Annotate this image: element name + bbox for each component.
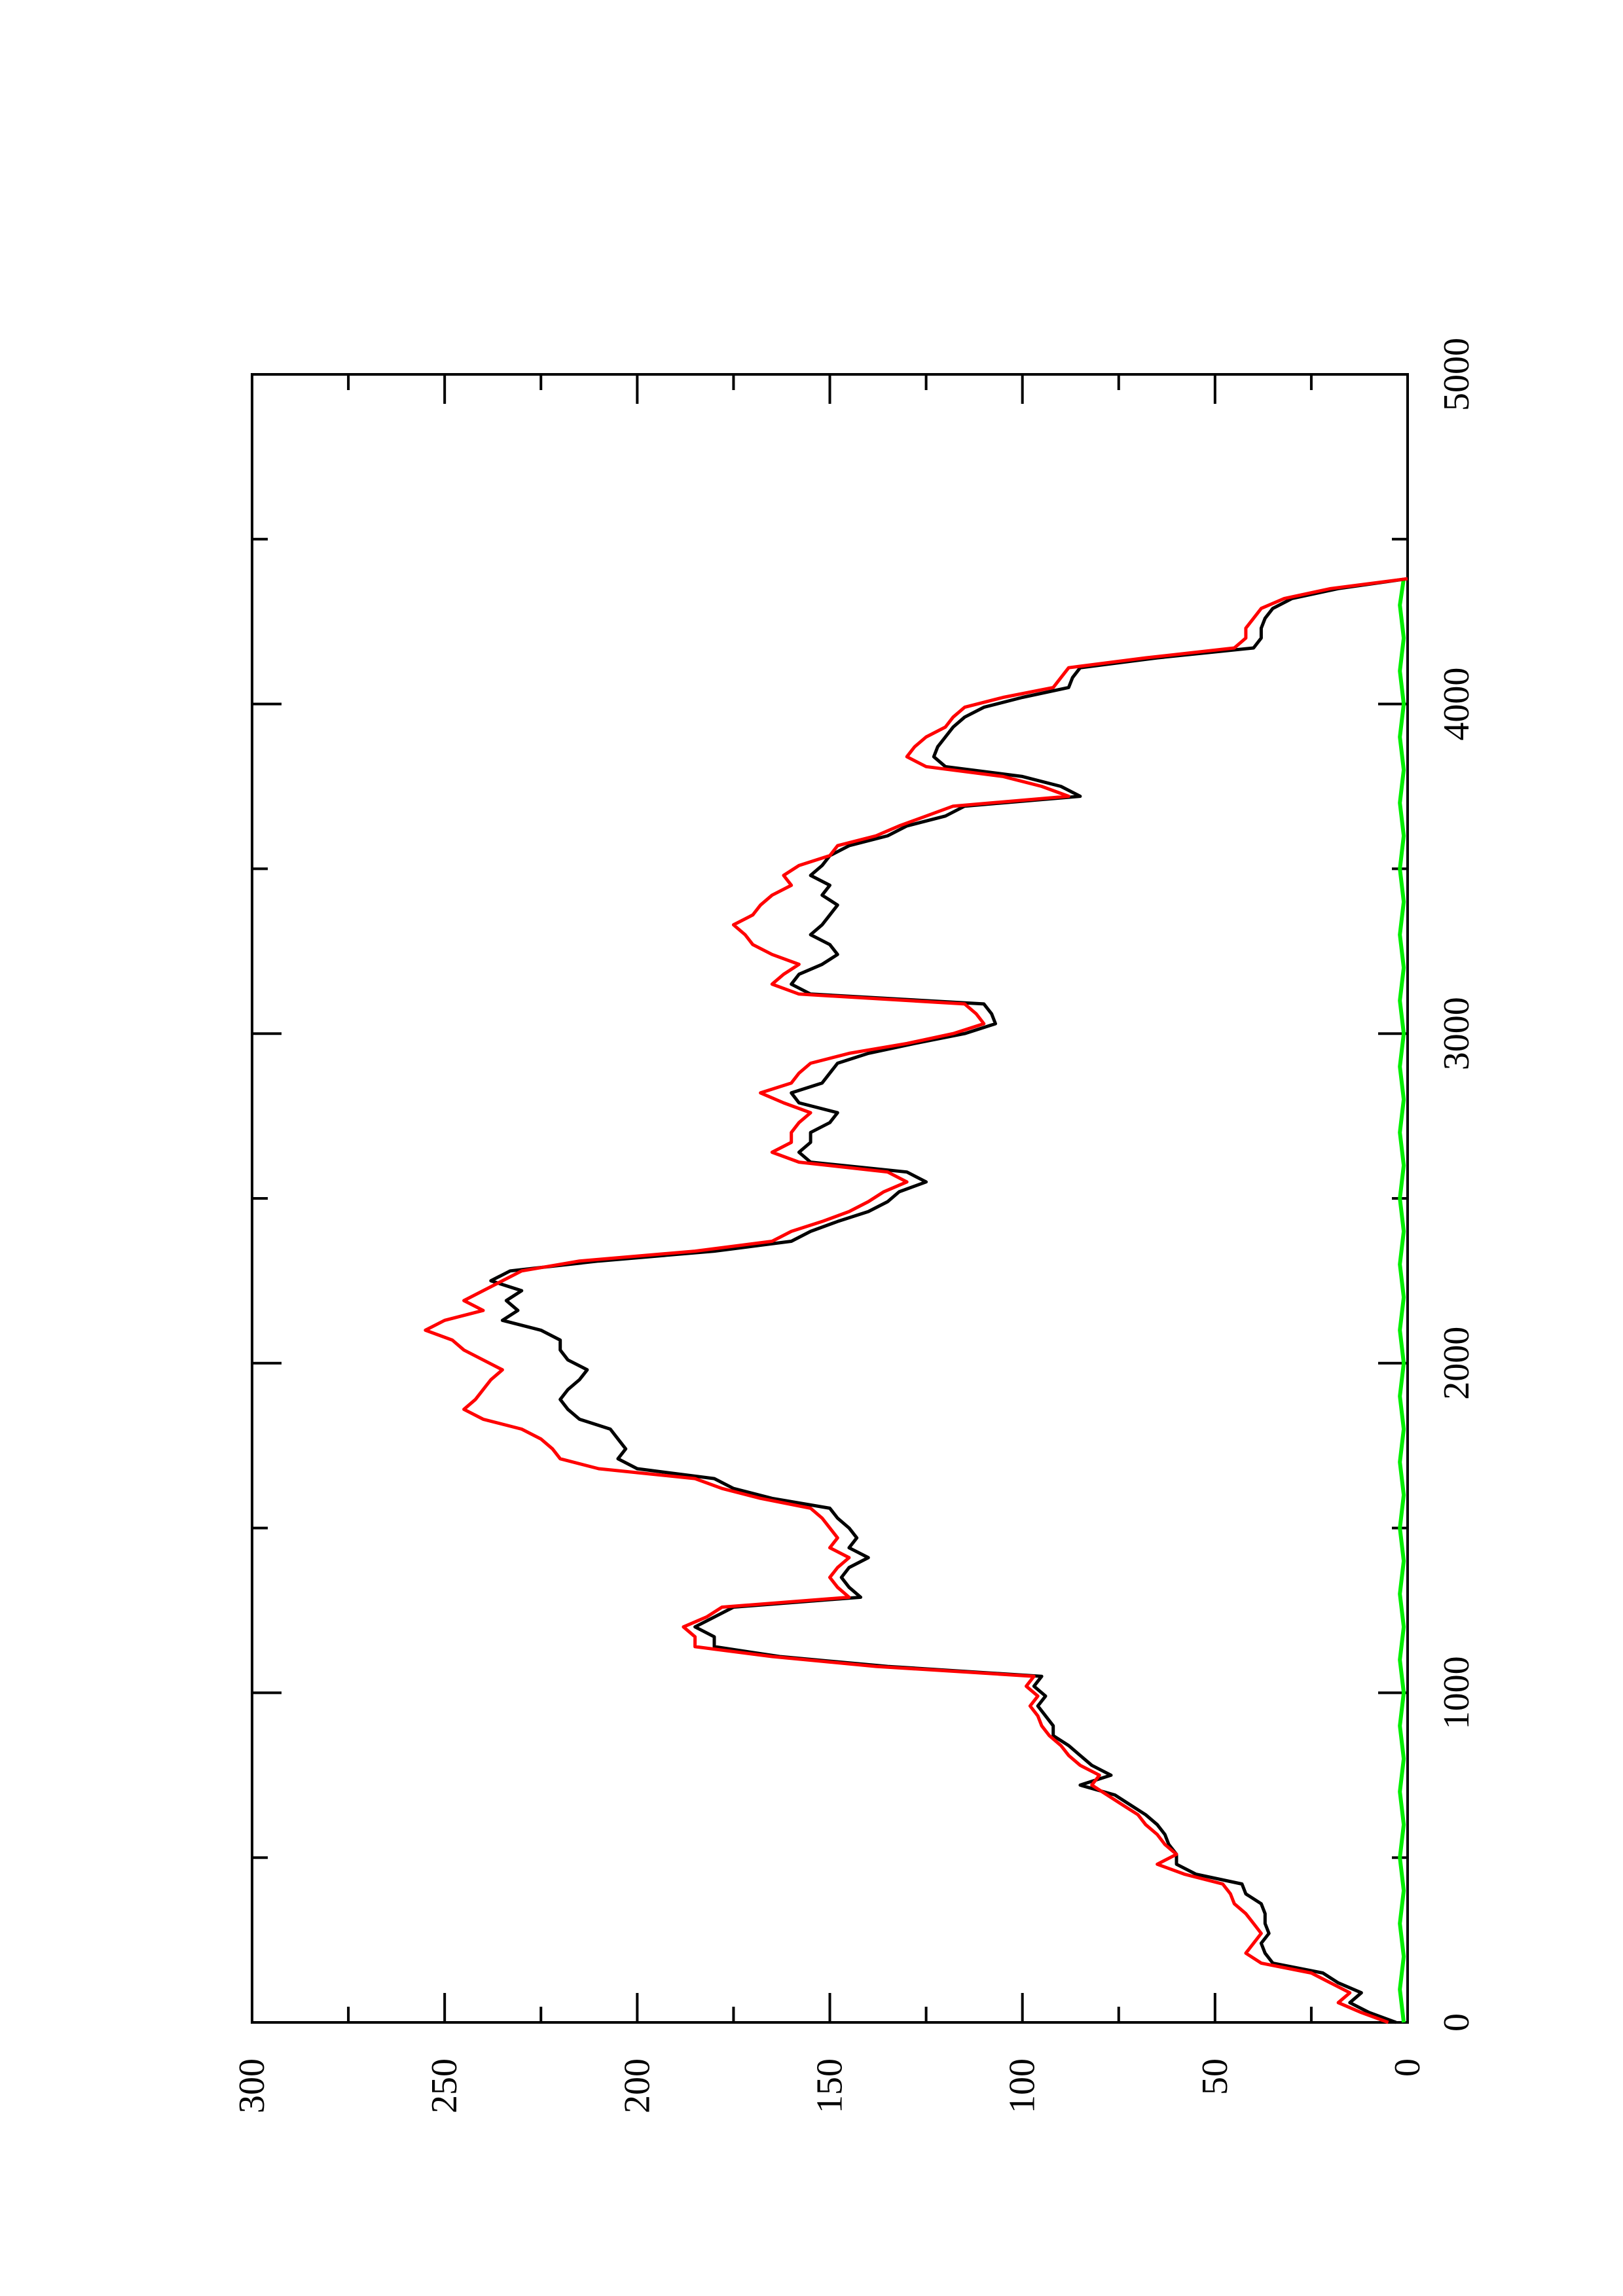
- y-tick-label: 50: [1195, 2058, 1235, 2095]
- series-line-0: [489, 577, 1408, 2024]
- series-layer: [424, 577, 1408, 2024]
- y-tick-label: 150: [810, 2058, 850, 2113]
- y-tick-label: 300: [232, 2058, 272, 2113]
- y-tick-label: 0: [1387, 2058, 1428, 2077]
- plot-frame: [251, 373, 1409, 2024]
- y-axis-ticks: 0 50 100 150 200 250 300: [232, 374, 1428, 2113]
- x-tick-label: 3000: [1436, 997, 1477, 1070]
- x-axis-ticks: 0 1000 2000 3000 4000 5000: [252, 338, 1477, 2032]
- series-line-1: [424, 577, 1408, 2024]
- x-tick-label: 5000: [1436, 338, 1477, 411]
- y-tick-label: 250: [424, 2058, 465, 2113]
- x-tick-label: 0: [1436, 2013, 1477, 2032]
- series-line-2: [1398, 578, 1406, 2023]
- y-tick-label: 200: [617, 2058, 657, 2113]
- y-tick-label: 100: [1002, 2058, 1043, 2113]
- x-tick-label: 4000: [1436, 668, 1477, 741]
- x-tick-label: 2000: [1436, 1327, 1477, 1400]
- x-tick-label: 1000: [1436, 1656, 1477, 1729]
